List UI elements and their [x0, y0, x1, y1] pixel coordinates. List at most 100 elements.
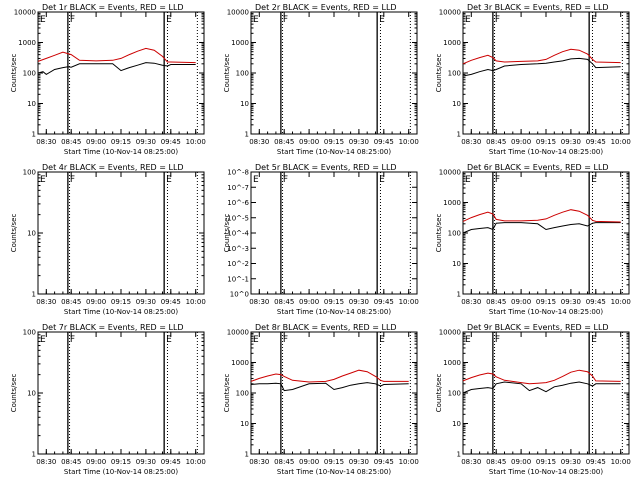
x-tick-label: 08:45: [61, 458, 81, 466]
y-tick-label: 1000: [443, 39, 461, 47]
y-tick-label: 100: [236, 70, 249, 78]
x-tick-label: 08:30: [36, 138, 56, 146]
panel-3: Det 3r BLACK = Events, RED = LLD 1 10 100 10…: [435, 3, 631, 156]
y-tick-label: 10^-3: [227, 245, 249, 253]
y-tick-label: 10^0: [230, 291, 249, 299]
x-tick-label: 09:15: [111, 298, 131, 306]
x-tick-label: 09:45: [374, 458, 394, 466]
x-tick-label: 09:30: [349, 458, 369, 466]
plot-frame: [250, 11, 418, 135]
x-tick-label: 09:15: [324, 138, 344, 146]
x-axis-label: Start Time (10-Nov-14 08:25:00): [277, 308, 391, 316]
x-tick-label: 09:15: [111, 458, 131, 466]
series-line-lld: [250, 369, 409, 383]
x-tick-label: 08:45: [274, 298, 294, 306]
y-axis-label: Counts/sec: [435, 214, 443, 253]
x-tick-label: 10:00: [399, 298, 419, 306]
x-tick-label: 09:30: [561, 458, 581, 466]
marker-label: F: [70, 335, 75, 345]
x-axis-label: Start Time (10-Nov-14 08:25:00): [489, 148, 603, 156]
y-tick-label: 1000: [231, 39, 249, 47]
marker-label: E: [591, 15, 597, 25]
x-tick-label: 08:30: [461, 138, 481, 146]
y-tick-label: 100: [23, 70, 36, 78]
x-tick-label: 08:45: [274, 458, 294, 466]
y-axis-label: Counts/sec: [435, 54, 443, 93]
x-tick-label: 10:00: [611, 458, 631, 466]
x-tick-label: 09:00: [299, 298, 319, 306]
marker-label: E: [379, 15, 385, 25]
marker-label: E: [591, 335, 597, 345]
plot-frame: [462, 11, 630, 135]
panel-2: Det 2r BLACK = Events, RED = LLD 1 10 100 10…: [223, 3, 419, 156]
y-tick-label: 1: [457, 451, 461, 459]
x-tick-label: 09:00: [299, 138, 319, 146]
x-axis-label: Start Time (10-Nov-14 08:25:00): [64, 308, 178, 316]
y-tick-label: 10000: [227, 9, 249, 17]
y-tick-label: 1: [32, 451, 36, 459]
y-axis-label: Counts/sec: [10, 214, 18, 253]
panel-8: Det 8r BLACK = Events, RED = LLD 1 10 100 10…: [223, 323, 419, 476]
marker-label: F: [495, 15, 500, 25]
plot-frame: [37, 171, 205, 295]
marker-label: F: [283, 335, 288, 345]
marker-label: E: [379, 335, 385, 345]
plot-frame: [250, 331, 418, 455]
x-tick-label: 09:00: [86, 458, 106, 466]
x-tick-label: 08:45: [486, 138, 506, 146]
panel-7: Det 7r BLACK = Events, RED = LLD 1 10 100 08…: [10, 323, 206, 476]
y-tick-label: 10000: [439, 329, 461, 337]
x-tick-label: 09:45: [161, 458, 181, 466]
y-tick-label: 100: [23, 169, 36, 177]
x-tick-label: 09:15: [111, 138, 131, 146]
marker-label: E: [253, 335, 259, 345]
x-tick-label: 08:30: [461, 298, 481, 306]
panel-title: Det 5r BLACK = Events, RED = LLD: [255, 163, 397, 172]
series-line-lld: [462, 48, 621, 65]
x-axis-label: Start Time (10-Nov-14 08:25:00): [64, 468, 178, 476]
x-tick-label: 08:45: [61, 138, 81, 146]
x-tick-label: 10:00: [399, 138, 419, 146]
y-tick-label: 10: [27, 390, 36, 398]
marker-label: E: [379, 175, 385, 185]
panel-title: Det 4r BLACK = Events, RED = LLD: [42, 163, 184, 172]
y-tick-label: 100: [448, 70, 461, 78]
x-tick-label: 09:15: [324, 458, 344, 466]
y-tick-label: 10^-4: [227, 230, 249, 238]
x-tick-label: 08:30: [36, 298, 56, 306]
marker-label: F: [283, 15, 288, 25]
y-tick-label: 10: [452, 260, 461, 268]
x-tick-label: 09:30: [136, 138, 156, 146]
x-axis-label: Start Time (10-Nov-14 08:25:00): [64, 148, 178, 156]
x-tick-label: 10:00: [399, 458, 419, 466]
x-tick-label: 09:30: [136, 298, 156, 306]
plot-frame: [250, 171, 418, 295]
marker-label: E: [40, 335, 46, 345]
panel-5: Det 5r BLACK = Events, RED = LLD 10^0 10^-…: [223, 163, 419, 316]
y-tick-label: 100: [23, 329, 36, 337]
y-axis-label: Counts/sec: [435, 374, 443, 413]
y-tick-label: 10^-5: [227, 214, 249, 222]
x-tick-label: 08:45: [274, 138, 294, 146]
y-tick-label: 1000: [231, 359, 249, 367]
x-tick-label: 09:45: [374, 138, 394, 146]
y-tick-label: 10^-7: [227, 184, 249, 192]
y-tick-label: 10000: [439, 9, 461, 17]
panel-title: Det 8r BLACK = Events, RED = LLD: [255, 323, 397, 332]
x-tick-label: 09:00: [86, 298, 106, 306]
y-tick-label: 10000: [14, 9, 36, 17]
panel-title: Det 1r BLACK = Events, RED = LLD: [42, 3, 184, 12]
marker-label: E: [166, 15, 172, 25]
marker-label: E: [166, 175, 172, 185]
panel-1: Det 1r BLACK = Events, RED = LLD 1 10 100 10…: [10, 3, 206, 156]
y-tick-label: 10^-1: [227, 275, 249, 283]
x-tick-label: 09:00: [86, 138, 106, 146]
series-line-events: [462, 381, 621, 394]
x-axis-label: Start Time (10-Nov-14 08:25:00): [489, 468, 603, 476]
x-tick-label: 08:30: [249, 138, 269, 146]
panel-title: Det 6r BLACK = Events, RED = LLD: [467, 163, 609, 172]
y-tick-label: 100: [448, 230, 461, 238]
y-tick-label: 1: [32, 291, 36, 299]
x-tick-label: 09:30: [136, 458, 156, 466]
panel-title: Det 9r BLACK = Events, RED = LLD: [467, 323, 609, 332]
